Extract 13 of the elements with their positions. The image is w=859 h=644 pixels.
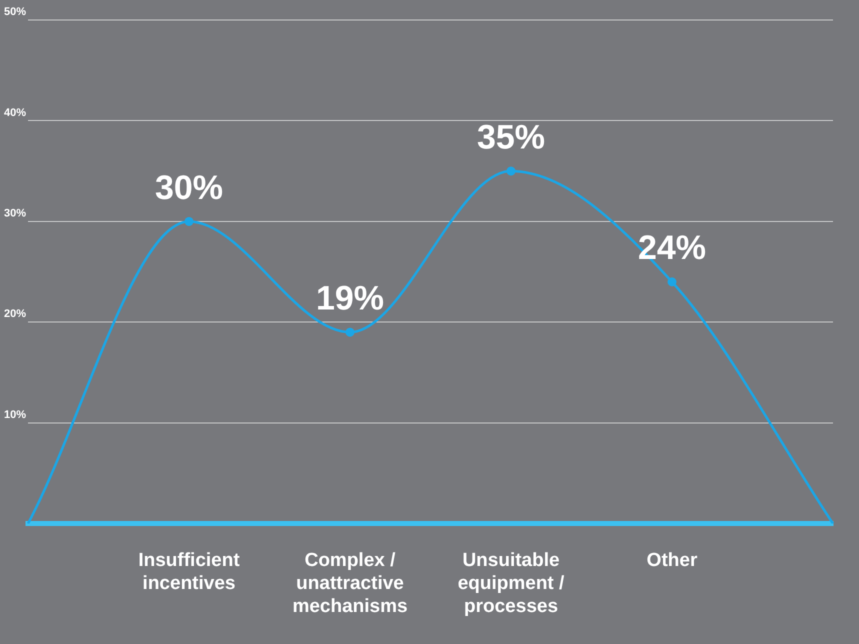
x-tick-label: Insufficient incentives (138, 550, 240, 594)
y-tick-label: 20% (4, 308, 26, 320)
data-label: 35% (476, 118, 546, 156)
x-tick-label: Other (646, 550, 698, 572)
y-tick-label: 50% (4, 6, 26, 18)
data-label: 24% (638, 229, 706, 268)
y-tick-label: 10% (4, 408, 26, 421)
x-tick-label: Unsuitable equipment / processes (458, 550, 566, 617)
data-label: 19% (316, 280, 384, 318)
x-tick-label: Complex / unattractive mechanisms (292, 550, 408, 617)
y-tick-label: 30% (4, 207, 26, 220)
y-tick-label: 40% (4, 106, 26, 119)
data-label: 30% (154, 168, 224, 207)
